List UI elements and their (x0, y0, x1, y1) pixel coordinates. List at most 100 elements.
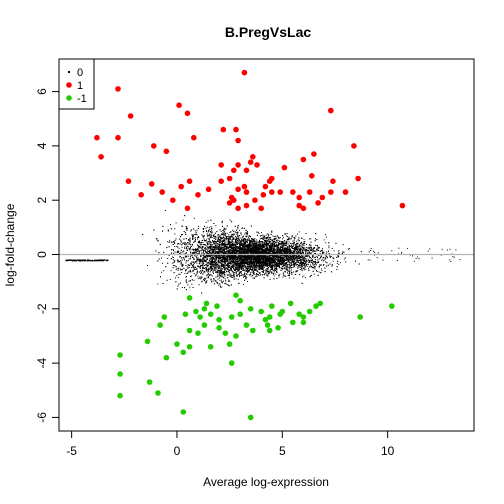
data-point-0 (262, 263, 264, 265)
data-point-0 (245, 235, 247, 237)
data-point-0 (240, 259, 242, 261)
data-point-0 (205, 227, 207, 229)
data-point-0 (229, 265, 231, 266)
data-point-0 (217, 278, 219, 280)
data-point-0 (223, 236, 224, 238)
data-point-0 (219, 280, 221, 282)
data-point-0 (297, 270, 299, 272)
data-point-0 (299, 260, 301, 262)
data-point-0 (270, 270, 272, 272)
data-point-0 (299, 269, 301, 271)
data-point-0 (224, 238, 226, 240)
data-point-0 (303, 266, 305, 268)
data-point-0 (247, 261, 249, 263)
data-point-0 (297, 250, 299, 252)
data-point-0 (225, 243, 227, 245)
data-point-0 (244, 239, 246, 241)
data-point-0 (201, 258, 203, 260)
data-point-0 (239, 241, 241, 243)
data-point-0 (252, 255, 254, 257)
data-point-0 (236, 232, 238, 233)
data-point-0 (291, 257, 293, 259)
data-point-0 (214, 266, 216, 268)
data-point-0 (223, 277, 225, 279)
data-point-0 (173, 252, 174, 254)
data-point-0 (185, 276, 187, 278)
data-point-0 (180, 256, 181, 258)
data-point-0 (216, 259, 218, 261)
data-point-0 (255, 269, 257, 271)
data-point-0 (210, 259, 212, 261)
data-point-0 (260, 235, 262, 237)
data-point-0 (282, 247, 284, 249)
data-point-0 (212, 266, 214, 268)
data-point-0 (288, 241, 290, 243)
data-point-0 (253, 268, 255, 270)
data-point-0 (283, 266, 285, 268)
data-point-0 (257, 241, 259, 243)
data-point-0 (275, 237, 277, 239)
data-point-0 (193, 217, 195, 219)
data-point-0 (191, 249, 193, 251)
data-point-0 (252, 266, 254, 268)
data-point-0 (284, 256, 286, 258)
data-point-0 (247, 262, 249, 264)
data-point-0 (282, 272, 284, 274)
data-point-0 (220, 275, 222, 277)
data-point-0 (176, 275, 178, 277)
data-point-0 (218, 265, 220, 267)
data-point-0 (308, 263, 309, 265)
data-point-0 (266, 260, 268, 262)
data-point-0 (248, 269, 250, 271)
data-point-0 (272, 239, 274, 241)
data-point-0 (231, 239, 233, 241)
data-point-0 (284, 268, 285, 270)
data-point-0 (228, 237, 230, 239)
data-point-0 (248, 262, 250, 264)
data-point-0 (214, 258, 216, 260)
data-point-0 (308, 259, 309, 261)
data-point-0 (276, 259, 278, 261)
data-point-0 (204, 278, 206, 280)
data-point-0 (234, 272, 235, 274)
data-point-0 (328, 247, 330, 249)
data-point-0 (260, 258, 262, 260)
data-point-0 (285, 268, 287, 270)
data-point-0 (233, 273, 235, 275)
data-point-0 (307, 247, 309, 249)
data-point-0 (198, 259, 200, 261)
data-point-0 (167, 230, 169, 232)
data-point-0 (257, 246, 259, 248)
data-point-0 (287, 252, 289, 254)
data-point-0 (217, 256, 219, 258)
data-point-0 (180, 272, 182, 273)
data-point-0 (240, 261, 241, 263)
data-point-0 (225, 235, 227, 237)
data-point-0 (323, 259, 325, 261)
data-point-0 (247, 281, 249, 282)
data-point-0 (192, 252, 193, 254)
data-point-0 (348, 248, 350, 250)
data-point-0 (303, 267, 305, 269)
data-point-0 (314, 261, 316, 263)
data-point-0 (291, 253, 293, 255)
data-point-0 (263, 270, 265, 272)
data-point-0 (259, 238, 261, 240)
data-point-0 (252, 260, 254, 262)
data-point-0 (251, 264, 253, 266)
data-point-0 (198, 252, 200, 254)
data-point-0 (178, 247, 180, 249)
data-point-0 (211, 261, 213, 262)
data-point-0 (290, 255, 291, 257)
data-point-0 (224, 256, 226, 258)
data-point-0 (303, 269, 305, 271)
data-point-0 (224, 257, 225, 259)
data-point-0 (312, 259, 313, 261)
data-point-0 (187, 256, 189, 258)
data-point-0 (298, 231, 300, 233)
data-point-0 (306, 265, 308, 267)
data-point-0 (208, 270, 209, 272)
data-point-0 (214, 249, 216, 251)
data-point-0 (314, 244, 316, 246)
data-point-0 (197, 250, 199, 252)
